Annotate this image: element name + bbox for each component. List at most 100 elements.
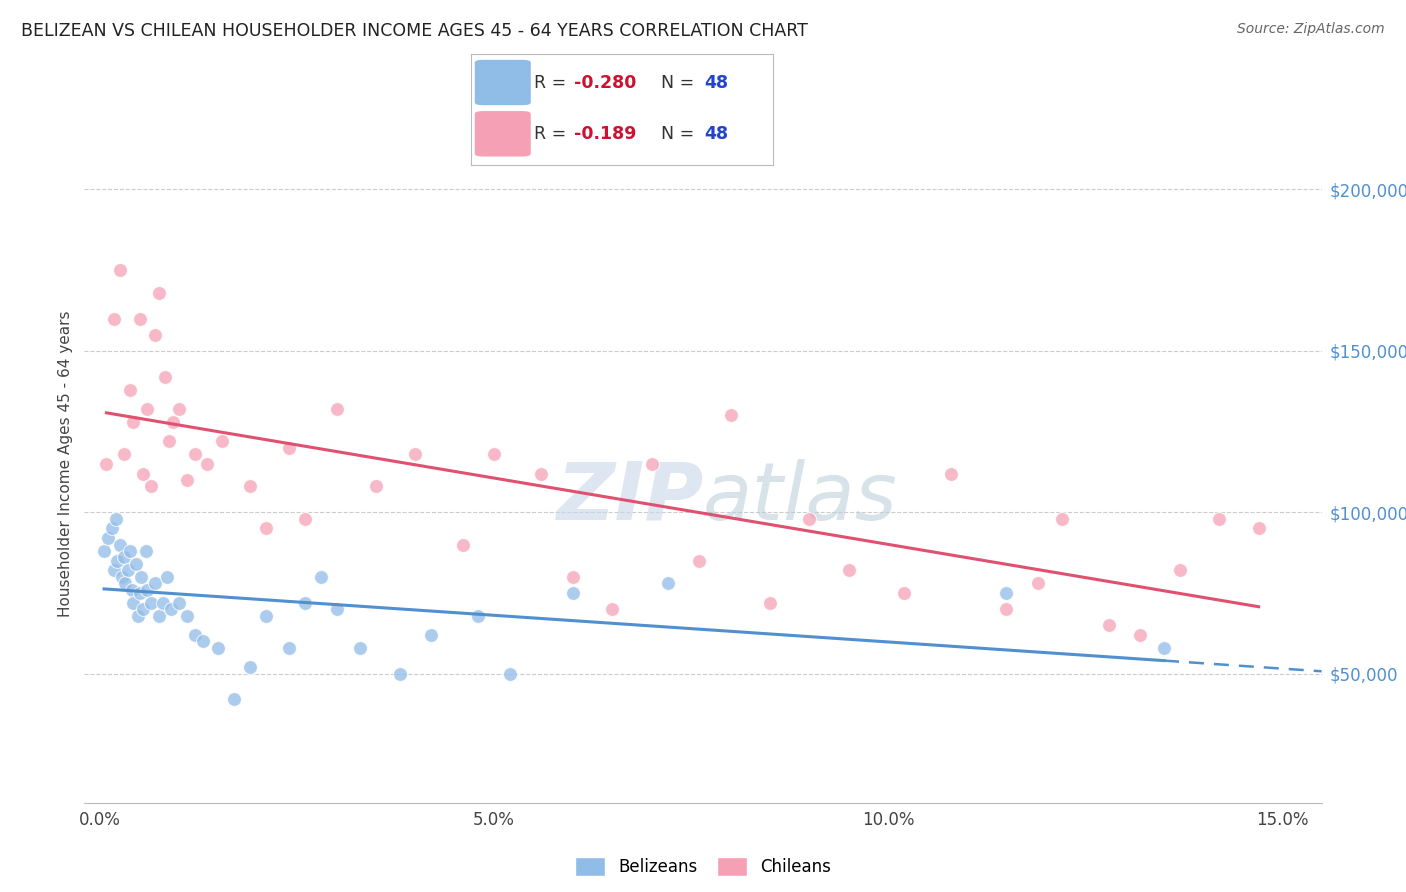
Point xyxy=(148,608,170,623)
Y-axis label: Householder Income Ages 45 - 64 years: Householder Income Ages 45 - 64 years xyxy=(58,310,73,617)
Point xyxy=(294,512,316,526)
Point xyxy=(120,383,142,397)
Point xyxy=(278,441,301,455)
Point xyxy=(129,570,152,584)
Point xyxy=(108,263,131,277)
Point xyxy=(1050,512,1073,526)
Point xyxy=(120,544,142,558)
Point xyxy=(183,628,205,642)
Point xyxy=(688,554,710,568)
Point xyxy=(141,479,163,493)
Point xyxy=(222,692,245,706)
Point xyxy=(1208,512,1230,526)
Point xyxy=(1129,628,1152,642)
Point xyxy=(562,570,585,584)
Point xyxy=(117,563,139,577)
Point xyxy=(602,602,624,616)
Point xyxy=(995,602,1018,616)
Point xyxy=(309,570,332,584)
Point xyxy=(239,479,262,493)
Point xyxy=(995,586,1018,600)
Point xyxy=(167,401,190,416)
FancyBboxPatch shape xyxy=(474,111,531,157)
Point xyxy=(530,467,553,481)
Point xyxy=(128,586,150,600)
Point xyxy=(159,434,181,449)
Point xyxy=(111,570,134,584)
Legend: Belizeans, Chileans: Belizeans, Chileans xyxy=(568,850,838,882)
Point xyxy=(96,457,118,471)
Point xyxy=(799,512,821,526)
Point xyxy=(195,457,218,471)
Point xyxy=(107,554,129,568)
Point xyxy=(143,327,166,342)
Point xyxy=(420,628,443,642)
Point xyxy=(136,401,159,416)
Text: BELIZEAN VS CHILEAN HOUSEHOLDER INCOME AGES 45 - 64 YEARS CORRELATION CHART: BELIZEAN VS CHILEAN HOUSEHOLDER INCOME A… xyxy=(21,22,808,40)
Point xyxy=(325,401,347,416)
Point xyxy=(1026,576,1049,591)
Point xyxy=(482,447,505,461)
Point xyxy=(562,586,585,600)
Point xyxy=(294,596,316,610)
Point xyxy=(124,557,146,571)
Point xyxy=(103,563,125,577)
Point xyxy=(388,666,411,681)
Point xyxy=(467,608,489,623)
Point xyxy=(93,544,115,558)
Point xyxy=(1098,618,1121,632)
Point xyxy=(657,576,679,591)
FancyBboxPatch shape xyxy=(474,59,531,106)
Point xyxy=(160,602,183,616)
Point xyxy=(720,409,742,423)
Point xyxy=(136,582,159,597)
Point xyxy=(143,576,166,591)
Point xyxy=(152,596,174,610)
Point xyxy=(167,596,190,610)
Point xyxy=(325,602,347,616)
Text: R =: R = xyxy=(534,73,572,92)
Point xyxy=(207,640,229,655)
Point xyxy=(132,467,155,481)
Text: Source: ZipAtlas.com: Source: ZipAtlas.com xyxy=(1237,22,1385,37)
Point xyxy=(499,666,522,681)
Point xyxy=(893,586,915,600)
Text: 48: 48 xyxy=(704,73,728,92)
Text: N =: N = xyxy=(661,125,700,143)
Point xyxy=(191,634,214,648)
Point xyxy=(141,596,163,610)
Text: N =: N = xyxy=(661,73,700,92)
Point xyxy=(239,660,262,674)
Point xyxy=(114,576,136,591)
Point xyxy=(838,563,860,577)
Point xyxy=(112,550,135,565)
Point xyxy=(104,512,127,526)
Point xyxy=(101,521,124,535)
Point xyxy=(176,608,198,623)
Point xyxy=(112,447,135,461)
Point xyxy=(364,479,387,493)
Point xyxy=(349,640,371,655)
Point xyxy=(132,602,155,616)
Point xyxy=(162,415,184,429)
Point xyxy=(103,311,125,326)
Point xyxy=(135,544,157,558)
Point xyxy=(176,473,198,487)
Point xyxy=(127,608,149,623)
Text: atlas: atlas xyxy=(703,458,898,537)
Text: ZIP: ZIP xyxy=(555,458,703,537)
Point xyxy=(148,285,170,300)
Text: -0.280: -0.280 xyxy=(574,73,636,92)
Point xyxy=(254,608,277,623)
Point xyxy=(108,537,131,551)
Point xyxy=(128,311,150,326)
Point xyxy=(404,447,426,461)
Point xyxy=(641,457,664,471)
Point xyxy=(122,415,145,429)
Point xyxy=(183,447,205,461)
Point xyxy=(211,434,233,449)
Point xyxy=(278,640,301,655)
Point xyxy=(1247,521,1270,535)
Text: -0.189: -0.189 xyxy=(574,125,636,143)
Point xyxy=(759,596,782,610)
